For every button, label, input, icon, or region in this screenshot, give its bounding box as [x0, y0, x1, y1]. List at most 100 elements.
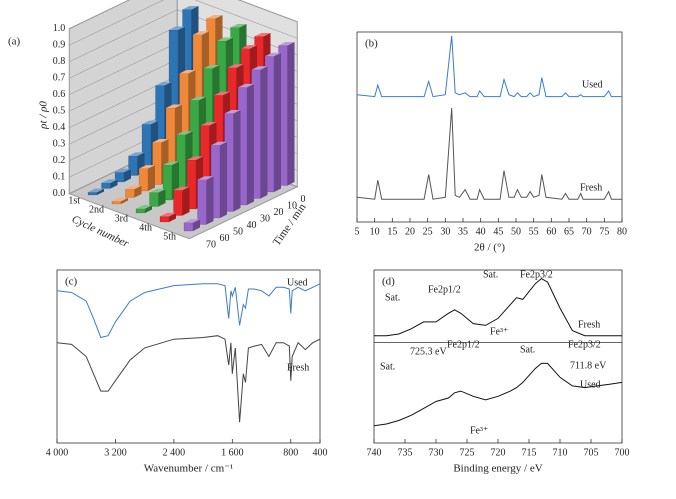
bar-front	[159, 216, 170, 223]
bar	[111, 197, 128, 205]
bar-front	[101, 182, 111, 189]
bar-top	[197, 176, 214, 180]
annotation: Fresh	[580, 182, 602, 193]
x-tick-label: 70	[582, 226, 592, 237]
x-tick-label: 4 000	[46, 447, 69, 458]
bar-side-shade	[182, 186, 190, 216]
bar-side	[233, 110, 241, 212]
bar-top-light	[136, 205, 152, 209]
bar-top	[187, 156, 203, 160]
y-tick-label: 0.3	[53, 139, 66, 150]
x-axis-label: Wavenumber / cm⁻¹	[144, 463, 233, 475]
bar-top	[211, 141, 227, 146]
x-tick-label: 80	[617, 226, 627, 237]
cycle-tick-label: 2nd	[89, 204, 104, 215]
x-tick-label: 700	[615, 447, 630, 458]
bar-top-light	[206, 15, 223, 19]
bar-top-light	[241, 45, 257, 49]
bar-side-shade	[220, 141, 227, 218]
y-tick-label: 0.4	[53, 122, 66, 133]
bar-top-light	[278, 42, 295, 46]
bar-top	[200, 122, 217, 126]
bar-top	[125, 185, 142, 190]
bar-top	[139, 165, 155, 169]
bar-side-shade	[274, 52, 281, 193]
bar-side-shade	[260, 66, 268, 199]
bar-top-light	[265, 52, 281, 57]
bar-top	[101, 179, 118, 183]
bar-top-light	[224, 110, 241, 114]
series-line	[374, 277, 622, 337]
bar-top-light	[200, 122, 217, 126]
x-tick-label: 10	[370, 226, 380, 237]
bar-top-light	[163, 161, 179, 165]
grid-line	[69, 0, 130, 30]
bar-top	[224, 110, 241, 114]
bar-side-shade	[287, 42, 295, 186]
bar-top	[155, 82, 172, 86]
annotation: Sat.	[385, 292, 400, 303]
x-tick-label: 2 400	[163, 447, 186, 458]
bar	[210, 141, 227, 219]
bar-side-shade	[134, 185, 142, 198]
bar	[197, 176, 214, 225]
bar-top-light	[101, 179, 118, 183]
annotation: Used	[287, 277, 308, 288]
bar-top	[227, 64, 244, 68]
bar-top	[254, 33, 271, 37]
grid-line	[69, 58, 178, 112]
x-tick-label: 3 200	[104, 447, 127, 458]
bar-top	[230, 24, 247, 28]
bar-top-light	[190, 96, 206, 101]
series-line	[56, 283, 321, 339]
annotation: Sat.	[380, 361, 395, 372]
bar-top	[241, 45, 257, 49]
bar	[159, 212, 176, 223]
y-tick-label: 1.0	[53, 23, 66, 34]
time-tick-label: 70	[206, 239, 216, 250]
bar-side	[247, 83, 254, 205]
bar-top	[217, 37, 233, 41]
bar-side-shade	[206, 176, 214, 225]
series-line	[356, 107, 622, 200]
x-tick-label: 715	[522, 447, 537, 458]
bar-top	[169, 26, 185, 30]
annotation: 711.8 eV	[570, 360, 607, 371]
bar	[135, 205, 152, 214]
bar-top-light	[184, 219, 200, 223]
x-tick-label: 740	[367, 447, 382, 458]
bar-top-light	[152, 139, 169, 143]
annotation: Used	[580, 379, 601, 390]
series-line	[356, 35, 622, 98]
bar-top-light	[166, 104, 182, 108]
bar-top-light	[142, 120, 158, 125]
bar-top	[214, 91, 230, 96]
bar-side	[260, 66, 268, 199]
time-tick-label: 20	[274, 207, 284, 218]
bar-side	[134, 185, 142, 198]
bar-side-shade	[124, 168, 131, 182]
bar-side	[274, 52, 281, 193]
bar-side-shade	[193, 219, 200, 231]
x-tick-label: 55	[529, 226, 539, 237]
bar-top	[149, 189, 166, 193]
bar-top-light	[230, 24, 247, 28]
bar-front	[135, 208, 146, 214]
panel-label: (a)	[8, 36, 21, 48]
bar-side-shade	[97, 188, 104, 195]
bar-top-light	[217, 37, 233, 41]
cycle-tick-label: 4th	[139, 222, 152, 233]
bar-top	[278, 42, 295, 46]
bar-top-light	[128, 152, 145, 156]
x-tick-label: 60	[546, 226, 556, 237]
bar-top-light	[197, 176, 214, 180]
bar-top	[182, 6, 199, 10]
bar-top-light	[227, 64, 244, 68]
bar	[87, 188, 104, 196]
bar	[149, 189, 166, 207]
bar-side	[193, 219, 200, 231]
annotation: Fresh	[287, 362, 309, 373]
x-axis-label: 2θ / (°)	[474, 242, 505, 254]
panel-label: (b)	[365, 38, 378, 50]
plot-frame	[56, 269, 321, 444]
